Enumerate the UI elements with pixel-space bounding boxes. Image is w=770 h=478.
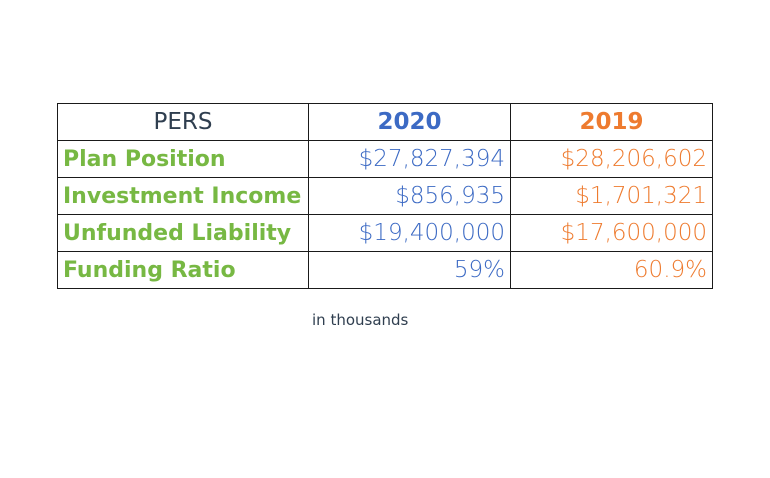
investment-income-2019: $1,701,321 [510,177,713,215]
unfunded-liability-2020: $19,400,000 [308,214,511,252]
funding-ratio-2020: 59% [308,251,511,289]
units-note: in thousands [312,311,409,329]
row-label-funding-ratio: Funding Ratio [57,251,309,289]
header-2020: 2020 [308,103,511,141]
table-header-row: PERS 2020 2019 [57,103,713,141]
investment-income-2020: $856,935 [308,177,511,215]
header-pers: PERS [57,103,309,141]
row-label-plan-position: Plan Position [57,140,309,178]
pers-comparison-table: PERS 2020 2019 Plan Position $27,827,394… [57,103,713,289]
table-row-funding-ratio: Funding Ratio 59% 60.9% [57,251,713,289]
row-label-investment-income: Investment Income [57,177,309,215]
plan-position-2019: $28,206,602 [510,140,713,178]
row-label-unfunded-liability: Unfunded Liability [57,214,309,252]
table-row-investment-income: Investment Income $856,935 $1,701,321 [57,177,713,215]
header-2019: 2019 [510,103,713,141]
funding-ratio-2019: 60.9% [510,251,713,289]
table-row-unfunded-liability: Unfunded Liability $19,400,000 $17,600,0… [57,214,713,252]
unfunded-liability-2019: $17,600,000 [510,214,713,252]
plan-position-2020: $27,827,394 [308,140,511,178]
table-row-plan-position: Plan Position $27,827,394 $28,206,602 [57,140,713,178]
